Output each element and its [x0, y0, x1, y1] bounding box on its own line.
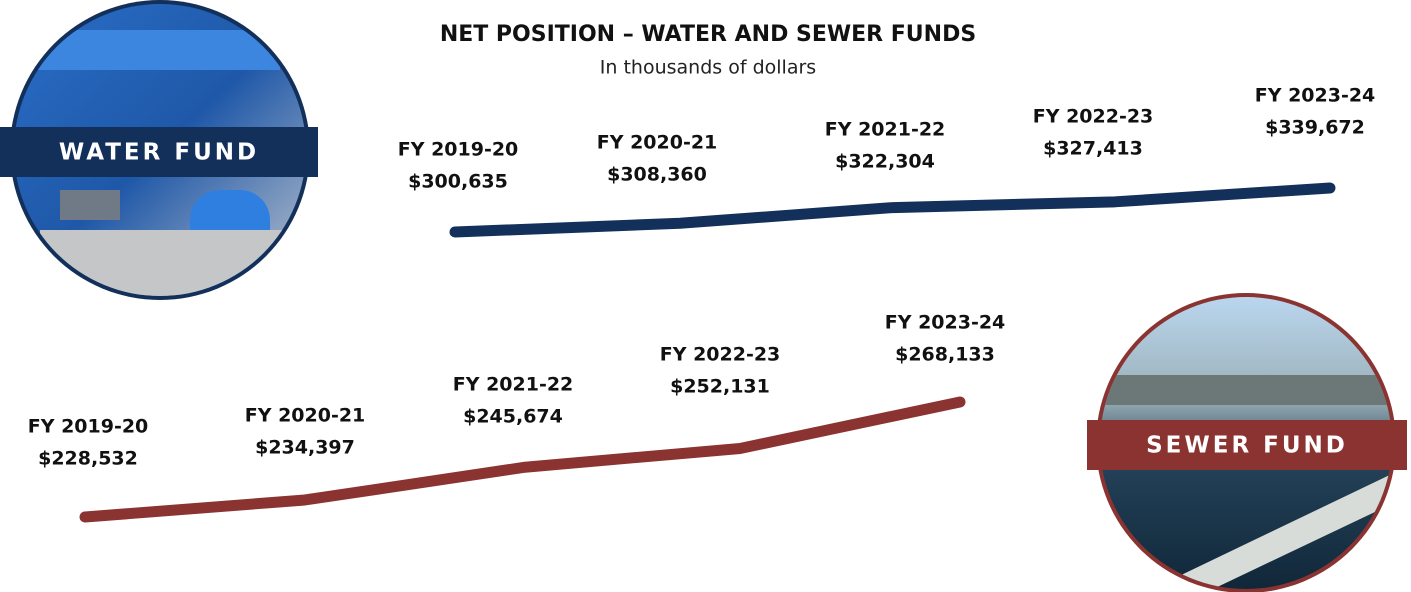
value-label: $268,133	[895, 344, 995, 366]
sewer-banner	[1087, 420, 1407, 470]
category-label: FY 2021-22	[453, 374, 574, 396]
value-label: $327,413	[1043, 138, 1143, 160]
value-label: $234,397	[255, 437, 355, 459]
chart-subtitle: In thousands of dollars	[600, 57, 816, 79]
trend-line	[449, 182, 1336, 238]
value-label: $300,635	[408, 171, 508, 193]
value-label: $339,672	[1265, 117, 1365, 139]
category-label: FY 2023-24	[885, 312, 1006, 334]
category-label: FY 2023-24	[1255, 85, 1376, 107]
water-banner-text: WATER FUND	[59, 140, 259, 166]
category-label: FY 2022-23	[1033, 106, 1154, 128]
category-label: FY 2019-20	[398, 139, 519, 161]
sewer-banner-text: SEWER FUND	[1146, 433, 1348, 459]
value-label: $245,674	[463, 406, 563, 428]
water-banner	[0, 127, 318, 177]
category-label: FY 2020-21	[245, 405, 366, 427]
value-label: $322,304	[835, 151, 935, 173]
category-label: FY 2022-23	[660, 344, 781, 366]
category-label: FY 2019-20	[28, 416, 149, 438]
category-label: FY 2020-21	[597, 132, 718, 154]
trend-line	[79, 396, 966, 523]
value-label: $308,360	[607, 164, 707, 186]
value-label: $228,532	[38, 448, 138, 470]
value-label: $252,131	[670, 376, 770, 398]
chart-title: NET POSITION – WATER AND SEWER FUNDS	[440, 22, 976, 47]
category-label: FY 2021-22	[825, 119, 946, 141]
